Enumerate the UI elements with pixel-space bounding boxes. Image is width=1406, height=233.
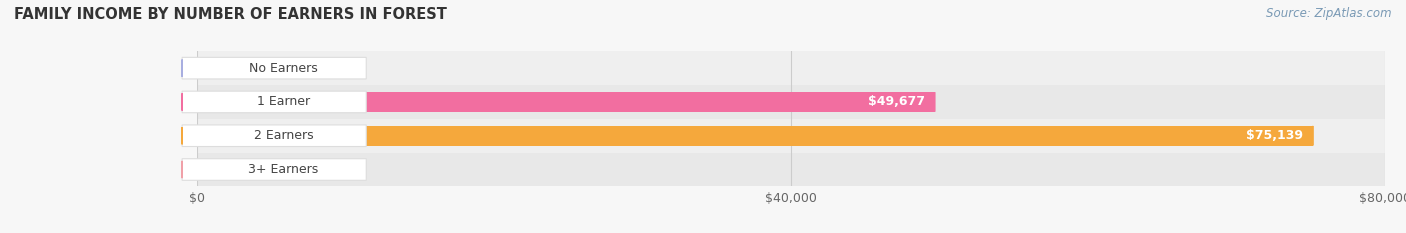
- Text: 2 Earners: 2 Earners: [253, 129, 314, 142]
- FancyBboxPatch shape: [183, 91, 366, 113]
- Text: $49,677: $49,677: [868, 96, 925, 108]
- Bar: [197, 160, 262, 179]
- Bar: [197, 51, 1385, 85]
- Text: 3+ Earners: 3+ Earners: [249, 163, 319, 176]
- Bar: [197, 153, 1385, 186]
- Text: Source: ZipAtlas.com: Source: ZipAtlas.com: [1267, 7, 1392, 20]
- Text: $75,139: $75,139: [1246, 129, 1303, 142]
- Text: FAMILY INCOME BY NUMBER OF EARNERS IN FOREST: FAMILY INCOME BY NUMBER OF EARNERS IN FO…: [14, 7, 447, 22]
- Text: $0: $0: [277, 163, 292, 176]
- FancyBboxPatch shape: [183, 125, 366, 147]
- Bar: [197, 119, 1385, 153]
- Text: 1 Earner: 1 Earner: [257, 96, 309, 108]
- Text: No Earners: No Earners: [249, 62, 318, 75]
- Bar: [197, 85, 1385, 119]
- Text: $0: $0: [277, 62, 292, 75]
- FancyBboxPatch shape: [183, 57, 366, 79]
- Bar: [197, 126, 1313, 146]
- Bar: [197, 92, 935, 112]
- Bar: [197, 58, 262, 78]
- FancyBboxPatch shape: [183, 159, 366, 180]
